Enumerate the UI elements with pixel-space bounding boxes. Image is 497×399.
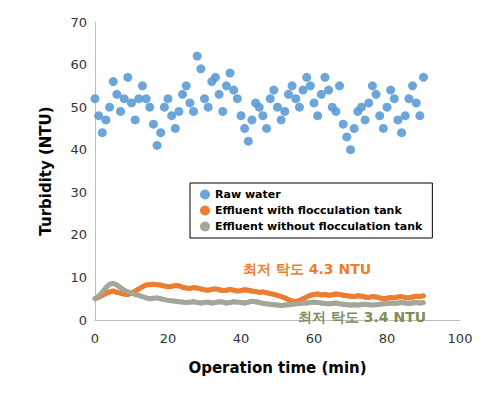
svg-text:20: 20 — [160, 331, 177, 346]
svg-text:0: 0 — [79, 313, 87, 328]
svg-text:최저 탁도 4.3 NTU: 최저 탁도 4.3 NTU — [243, 261, 371, 277]
svg-text:0: 0 — [91, 331, 99, 346]
svg-text:Raw water: Raw water — [215, 188, 281, 201]
svg-text:Effluent with flocculation tan: Effluent with flocculation tank — [215, 204, 402, 217]
svg-text:60: 60 — [306, 331, 323, 346]
svg-text:80: 80 — [379, 331, 396, 346]
svg-text:Turbidity (NTU): Turbidity (NTU) — [37, 106, 55, 235]
svg-text:Operation time (min): Operation time (min) — [188, 359, 366, 377]
svg-text:40: 40 — [233, 331, 250, 346]
svg-text:60: 60 — [70, 57, 87, 72]
svg-text:100: 100 — [448, 331, 473, 346]
svg-text:Effluent without flocculation: Effluent without flocculation tank — [215, 220, 423, 233]
svg-text:최저 탁도 3.4 NTU: 최저 탁도 3.4 NTU — [298, 309, 426, 325]
svg-text:30: 30 — [70, 185, 87, 200]
svg-text:20: 20 — [70, 227, 87, 242]
svg-text:40: 40 — [70, 142, 87, 157]
svg-text:50: 50 — [70, 100, 87, 115]
svg-text:10: 10 — [70, 270, 87, 285]
svg-text:70: 70 — [70, 15, 87, 30]
